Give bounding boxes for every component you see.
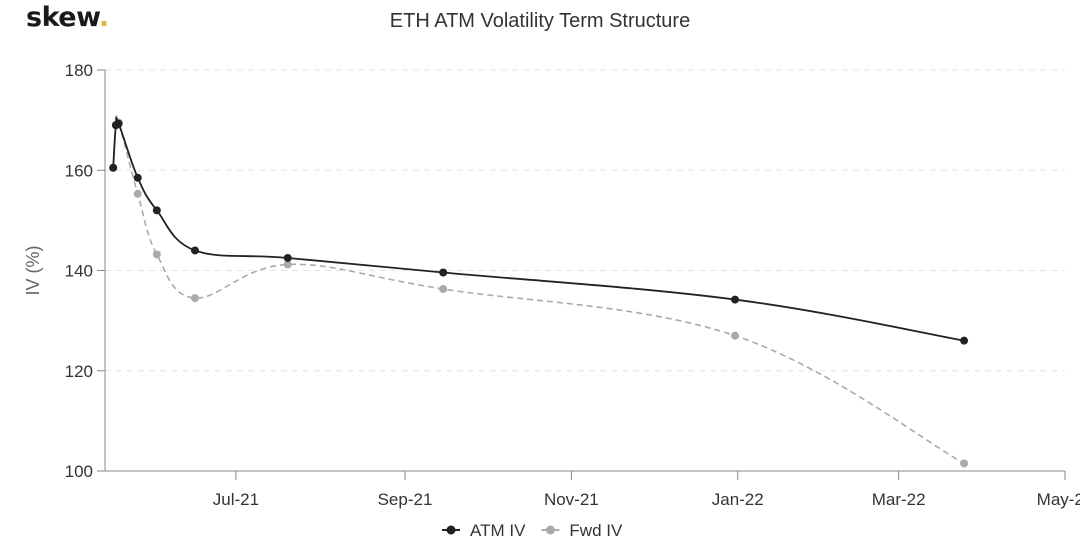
point-fwd-iv-5[interactable] [191, 294, 199, 303]
point-atm-iv-9[interactable] [960, 336, 969, 345]
legend-marker-atm-iv [446, 525, 456, 535]
skew-logo: skew. [26, 2, 109, 33]
point-atm-iv-8[interactable] [731, 295, 739, 304]
series-line-atm-iv [112, 116, 965, 342]
point-atm-iv-0[interactable] [109, 163, 118, 172]
y-tick-label-140: 140 [65, 262, 93, 281]
point-atm-iv-2[interactable] [114, 119, 123, 128]
point-atm-iv-7[interactable] [439, 268, 448, 277]
legend-label-fwd-iv[interactable]: Fwd IV [569, 521, 623, 540]
y-tick-label-180: 180 [65, 61, 93, 80]
y-tick-label-160: 160 [65, 161, 93, 180]
point-fwd-iv-6[interactable] [283, 260, 292, 269]
y-tick-label-100: 100 [65, 462, 93, 481]
x-tick-label-5: May-22 [1037, 490, 1080, 509]
point-fwd-iv-3[interactable] [133, 189, 142, 198]
x-tick-label-3: Jan-22 [712, 490, 764, 509]
legend-marker-fwd-iv [545, 525, 555, 535]
point-fwd-iv-9[interactable] [960, 459, 969, 468]
x-tick-label-0: Jul-21 [213, 490, 259, 509]
point-fwd-iv-4[interactable] [152, 250, 161, 259]
x-tick-label-1: Sep-21 [378, 490, 433, 509]
point-atm-iv-4[interactable] [152, 206, 161, 215]
chart-title: ETH ATM Volatility Term Structure [389, 10, 691, 32]
point-atm-iv-5[interactable] [191, 246, 199, 255]
point-fwd-iv-7[interactable] [439, 285, 448, 294]
x-tick-label-4: Mar-22 [872, 490, 926, 509]
y-tick-label-120: 120 [65, 362, 93, 381]
point-atm-iv-6[interactable] [283, 253, 292, 262]
y-axis-label: IV (%) [23, 245, 43, 295]
x-tick-label-2: Nov-21 [544, 490, 599, 509]
point-atm-iv-3[interactable] [133, 173, 142, 182]
series-line-fwd-iv [112, 115, 965, 465]
legend-label-atm-iv[interactable]: ATM IV [470, 521, 526, 540]
point-fwd-iv-8[interactable] [731, 331, 739, 340]
